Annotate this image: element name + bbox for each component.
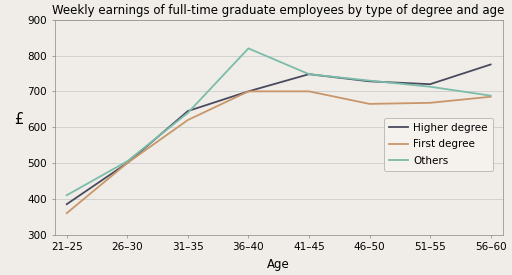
Others <box>306 73 312 76</box>
Higher degree <box>245 90 251 93</box>
Line: First degree: First degree <box>67 91 490 213</box>
Y-axis label: £: £ <box>14 112 24 127</box>
Higher degree <box>124 161 131 165</box>
First degree <box>487 95 494 98</box>
Higher degree <box>487 63 494 66</box>
X-axis label: Age: Age <box>267 258 290 271</box>
Higher degree <box>63 203 70 206</box>
Legend: Higher degree, First degree, Others: Higher degree, First degree, Others <box>384 118 493 171</box>
First degree <box>245 90 251 93</box>
Others <box>367 79 373 82</box>
First degree <box>367 102 373 106</box>
Others <box>124 160 131 163</box>
First degree <box>124 161 131 165</box>
Title: Weekly earnings of full-time graduate employees by type of degree and age: Weekly earnings of full-time graduate em… <box>53 4 505 17</box>
Others <box>245 47 251 50</box>
Line: Others: Others <box>67 48 490 195</box>
First degree <box>63 211 70 215</box>
First degree <box>427 101 433 104</box>
First degree <box>185 118 191 122</box>
Higher degree <box>367 80 373 83</box>
Higher degree <box>185 109 191 113</box>
Others <box>427 85 433 88</box>
First degree <box>306 90 312 93</box>
Line: Higher degree: Higher degree <box>67 65 490 204</box>
Others <box>63 194 70 197</box>
Higher degree <box>427 82 433 86</box>
Higher degree <box>306 73 312 76</box>
Others <box>487 94 494 97</box>
Others <box>185 111 191 114</box>
